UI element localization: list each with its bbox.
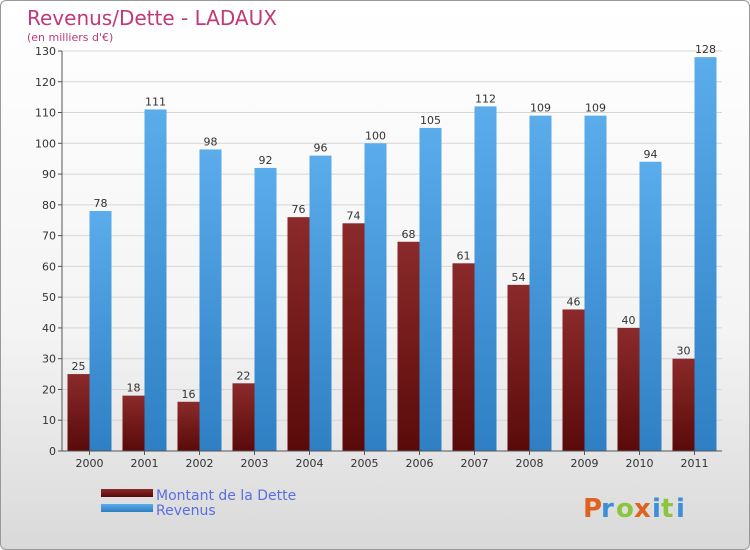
x-tick-label: 2011: [681, 457, 709, 470]
y-tick-label: 30: [42, 353, 56, 366]
data-label: 40: [622, 314, 636, 327]
y-tick-label: 100: [35, 137, 56, 150]
x-tick-label: 2004: [296, 457, 324, 470]
bar-debt: [232, 383, 255, 451]
data-label: 112: [475, 92, 496, 105]
grid-lines: [62, 50, 722, 452]
data-label: 25: [72, 360, 86, 373]
chart-subtitle: (en milliers d'€): [27, 31, 113, 44]
bar-debt: [507, 284, 530, 451]
bar-revenus: [364, 143, 387, 452]
x-tick-label: 2007: [461, 457, 489, 470]
bar-debt: [452, 263, 475, 451]
data-label: 68: [402, 228, 416, 241]
y-tick-label: 70: [42, 230, 56, 243]
logo-letter: i: [676, 494, 685, 524]
bar-debt: [287, 217, 310, 451]
data-label: 61: [457, 249, 471, 262]
data-label: 98: [204, 135, 218, 148]
logo-letter: P: [583, 494, 602, 524]
data-label: 54: [512, 271, 526, 284]
bar-revenus: [199, 149, 222, 451]
y-tick-label: 120: [35, 76, 56, 89]
bar-revenus: [584, 115, 607, 451]
bar-revenus: [254, 167, 277, 451]
y-tick-label: 80: [42, 199, 56, 212]
data-label: 30: [677, 345, 691, 358]
proxiti-logo: P r o x i t i: [583, 494, 685, 524]
x-tick-label: 2002: [186, 457, 214, 470]
data-label: 109: [585, 102, 606, 115]
data-label: 76: [292, 203, 306, 216]
bar-revenus: [144, 109, 167, 451]
bar-revenus: [529, 115, 552, 451]
bar-debt: [672, 358, 695, 451]
x-tick-label: 2009: [571, 457, 599, 470]
y-tick-label: 110: [35, 107, 56, 120]
bar-revenus: [639, 161, 662, 451]
x-tick-label: 2005: [351, 457, 379, 470]
data-label: 128: [695, 43, 716, 56]
bar-revenus: [89, 211, 112, 451]
bar-debt: [122, 395, 145, 451]
legend-label-debt: Montant de la Dette: [156, 488, 296, 504]
legend-swatch-debt: [101, 489, 153, 497]
data-label: 92: [259, 154, 273, 167]
logo-letter: t: [661, 494, 673, 524]
data-label: 105: [420, 114, 441, 127]
legend: Montant de la Dette Revenus: [101, 488, 296, 519]
bar-revenus: [474, 106, 497, 451]
bar-debt: [397, 241, 420, 451]
y-axis-ticks: 0 10 20 30 40 50 60 70 80 90 100 110 120 130: [35, 45, 62, 458]
data-label: 78: [94, 197, 108, 210]
data-label: 100: [365, 129, 386, 142]
bar-revenus: [694, 57, 717, 452]
bar-series: [67, 57, 717, 452]
data-label: 16: [182, 388, 196, 401]
x-tick-label: 2003: [241, 457, 269, 470]
y-tick-label: 10: [42, 414, 56, 427]
bar-revenus: [309, 155, 332, 451]
bar-debt: [562, 309, 585, 451]
bar-revenus: [419, 127, 442, 451]
bar-debt: [67, 374, 90, 451]
data-label: 18: [127, 382, 141, 395]
x-tick-label: 2001: [131, 457, 159, 470]
x-tick-label: 2008: [516, 457, 544, 470]
data-label: 74: [347, 209, 361, 222]
bar-debt: [177, 401, 200, 451]
logo-letter: i: [652, 494, 661, 524]
y-tick-label: 40: [42, 322, 56, 335]
x-axis-ticks: 2000 2001 2002 2003 2004 2005 2006 2007 2008 2009…: [76, 451, 709, 470]
x-tick-label: 2006: [406, 457, 434, 470]
y-tick-label: 90: [42, 168, 56, 181]
data-label: 109: [530, 102, 551, 115]
bar-debt: [342, 223, 365, 451]
legend-swatch-revenus: [101, 504, 153, 512]
y-tick-label: 20: [42, 383, 56, 396]
y-tick-label: 0: [49, 445, 56, 458]
data-label: 46: [567, 295, 581, 308]
logo-letter: o: [616, 494, 634, 524]
y-tick-label: 130: [35, 45, 56, 58]
x-tick-label: 2010: [626, 457, 654, 470]
data-label: 22: [237, 369, 251, 382]
data-label: 94: [644, 148, 658, 161]
legend-label-revenus: Revenus: [156, 503, 216, 519]
bar-debt: [617, 327, 640, 451]
y-tick-label: 60: [42, 260, 56, 273]
logo-letter: x: [634, 494, 651, 524]
logo-letter: r: [601, 494, 614, 524]
data-label: 96: [314, 142, 328, 155]
x-tick-label: 2000: [76, 457, 104, 470]
y-tick-label: 50: [42, 291, 56, 304]
data-labels: 25 78 18 111 16 98 22 92 76 96 74 100 68 105 61 112 54 10…: [72, 43, 717, 401]
chart-title: Revenus/Dette - LADAUX: [27, 6, 277, 30]
data-label: 111: [145, 95, 166, 108]
